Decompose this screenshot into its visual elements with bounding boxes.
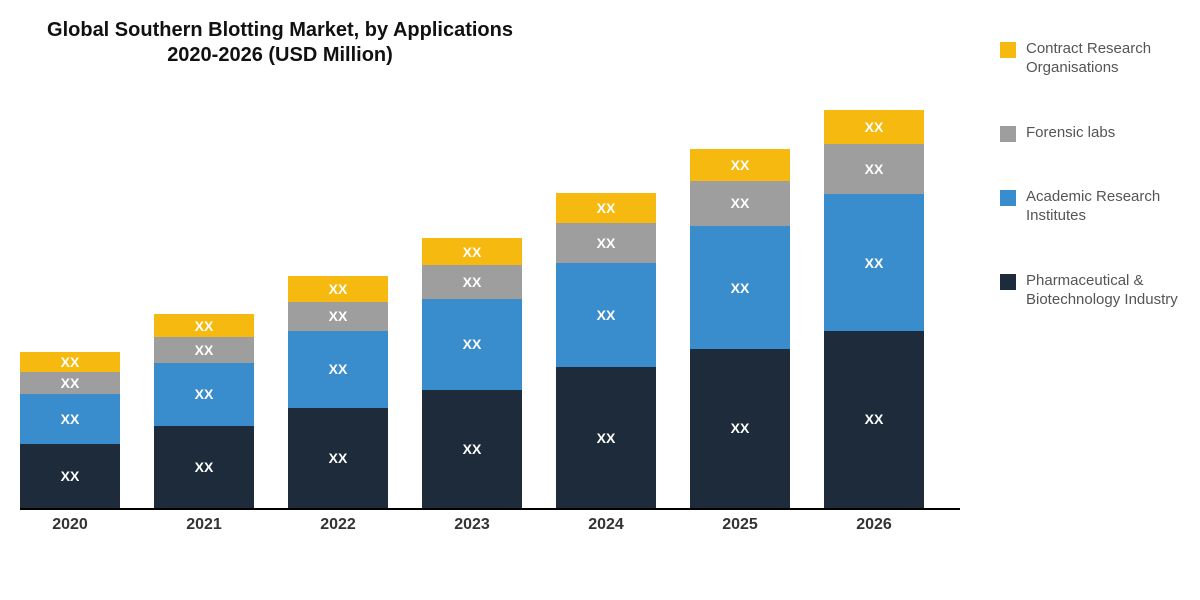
bar-stack: XXXXXXXX	[824, 110, 924, 508]
x-axis-label: 2026	[856, 516, 892, 534]
chart-title-line1: Global Southern Blotting Market, by Appl…	[0, 18, 560, 43]
bar-segment-academic: XX	[154, 363, 254, 427]
legend-swatch	[1000, 42, 1016, 58]
plot-area: XXXXXXXX2020XXXXXXXX2021XXXXXXXX2022XXXX…	[20, 110, 960, 510]
bar-segment-contract: XX	[690, 149, 790, 181]
bar-segment-contract: XX	[154, 314, 254, 337]
legend-label: Academic Research Institutes	[1026, 188, 1200, 226]
bar-segment-pharma: XX	[422, 390, 522, 508]
legend-swatch	[1000, 126, 1016, 142]
bar-segment-forensic: XX	[824, 144, 924, 194]
legend-label: Pharmaceutical & Biotechnology Industry	[1026, 272, 1200, 310]
bar-stack: XXXXXXXX	[422, 238, 522, 508]
bar-stack: XXXXXXXX	[154, 314, 254, 508]
legend: Contract Research Organisations Forensic …	[1000, 40, 1200, 355]
x-axis-label: 2022	[320, 516, 356, 534]
bar-segment-forensic: XX	[288, 302, 388, 331]
bar-segment-academic: XX	[690, 226, 790, 349]
bar-segment-forensic: XX	[422, 265, 522, 299]
bar-segment-contract: XX	[288, 276, 388, 301]
bar-segment-academic: XX	[20, 394, 120, 444]
legend-label: Forensic labs	[1026, 124, 1115, 143]
bar-segment-academic: XX	[422, 299, 522, 390]
bar-segment-contract: XX	[422, 238, 522, 265]
x-axis-label: 2024	[588, 516, 624, 534]
bar-segment-forensic: XX	[154, 337, 254, 362]
legend-swatch	[1000, 274, 1016, 290]
chart-container: Global Southern Blotting Market, by Appl…	[0, 0, 1200, 600]
bar-segment-academic: XX	[556, 263, 656, 368]
bar-segment-pharma: XX	[20, 444, 120, 508]
bar-stack: XXXXXXXX	[20, 352, 120, 508]
bar-segment-pharma: XX	[288, 408, 388, 508]
bar-segment-forensic: XX	[556, 223, 656, 263]
bar-stack: XXXXXXXX	[556, 193, 656, 508]
bar-segment-contract: XX	[556, 193, 656, 222]
x-axis-label: 2020	[52, 516, 88, 534]
bar-stack: XXXXXXXX	[690, 149, 790, 508]
bar-segment-pharma: XX	[824, 331, 924, 508]
legend-item-contract: Contract Research Organisations	[1000, 40, 1200, 78]
bar-segment-contract: XX	[20, 352, 120, 372]
chart-title: Global Southern Blotting Market, by Appl…	[0, 18, 560, 68]
bar-segment-pharma: XX	[556, 367, 656, 508]
legend-swatch	[1000, 190, 1016, 206]
bar-segment-academic: XX	[288, 331, 388, 408]
x-axis-label: 2025	[722, 516, 758, 534]
bar-segment-forensic: XX	[20, 372, 120, 395]
bar-segment-contract: XX	[824, 110, 924, 145]
legend-label: Contract Research Organisations	[1026, 40, 1200, 78]
bar-segment-pharma: XX	[690, 349, 790, 508]
x-axis-label: 2021	[186, 516, 222, 534]
legend-item-pharma: Pharmaceutical & Biotechnology Industry	[1000, 272, 1200, 310]
x-axis-label: 2023	[454, 516, 490, 534]
bar-segment-academic: XX	[824, 194, 924, 330]
bar-segment-forensic: XX	[690, 181, 790, 226]
legend-item-forensic: Forensic labs	[1000, 124, 1200, 143]
chart-title-line2: 2020-2026 (USD Million)	[0, 43, 560, 68]
bar-stack: XXXXXXXX	[288, 276, 388, 508]
bar-segment-pharma: XX	[154, 426, 254, 508]
legend-item-academic: Academic Research Institutes	[1000, 188, 1200, 226]
